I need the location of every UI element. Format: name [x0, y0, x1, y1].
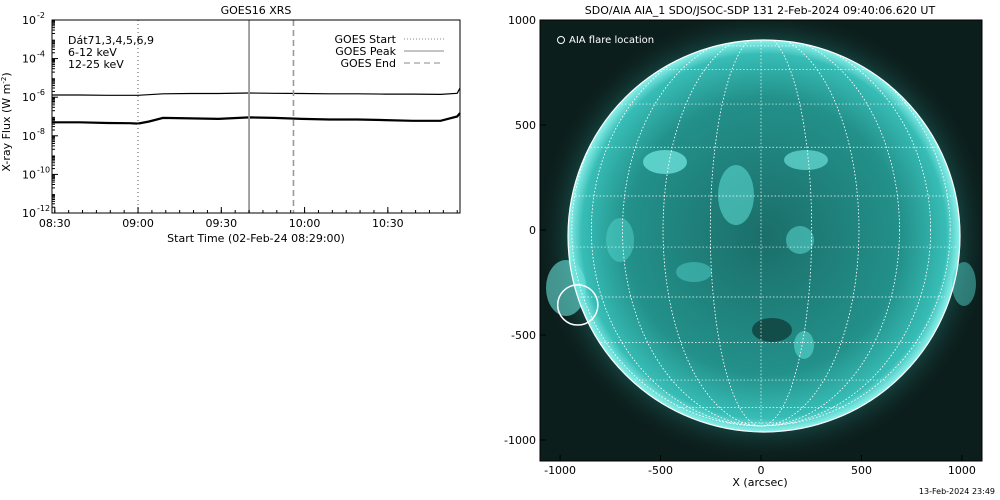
goes-x-tick-label: 08:30	[39, 217, 71, 230]
goes-y-tick-label: 10	[22, 168, 36, 181]
longitude-line	[662, 40, 860, 427]
goes-y-tick-label: 10	[22, 14, 36, 27]
coronal-hole	[752, 318, 792, 342]
legend-goes-end-label: GOES End	[340, 57, 396, 70]
goes-x-tick-label: 09:00	[122, 217, 154, 230]
aia-y-tick-label: 500	[515, 119, 536, 132]
goes-y-tick-label: 10	[22, 91, 36, 104]
aia-x-tick-label: -1000	[544, 464, 576, 477]
aia-image: AIA flare location	[540, 20, 982, 461]
goes-y-tick-exponent: -10	[37, 165, 50, 174]
goes-x-tick-label: 10:30	[372, 217, 404, 230]
active-region	[606, 218, 634, 262]
goes-traces	[52, 87, 461, 125]
legend-goes-start-label: GOES Start	[335, 33, 397, 46]
aia-x-tick-label: 500	[851, 464, 872, 477]
active-region	[794, 331, 814, 359]
solar-disk	[568, 40, 960, 432]
flare-legend-label: AIA flare location	[569, 35, 654, 46]
heliographic-grid	[568, 40, 957, 427]
goes-y-tick-exponent: -6	[37, 88, 45, 97]
goes-plot-frame	[51, 19, 461, 214]
aia-x-tick-label: -500	[648, 464, 673, 477]
goes-markers	[137, 20, 295, 213]
flare-location-marker	[556, 284, 599, 326]
aia-y-tick-label: 0	[529, 224, 536, 237]
solar-limb	[567, 39, 961, 433]
limb-brightening	[952, 262, 976, 306]
footer-timestamp: 13-Feb-2024 23:49	[919, 487, 995, 496]
goes-x-tick-label: 09:30	[205, 217, 237, 230]
active-region	[786, 226, 814, 254]
aia-x-tick-label: 0	[758, 464, 765, 477]
channel-label-2: 6-12 keV	[68, 46, 117, 59]
goes-y-tick-exponent: -4	[37, 50, 45, 59]
aia-y-tick-label: 1000	[508, 14, 536, 27]
goes-series-line	[52, 112, 461, 125]
channel-label-1: Dát71,3,4,5,6,9	[68, 34, 154, 47]
goes-y-tick-exponent: -8	[37, 127, 45, 136]
active-region	[784, 150, 828, 170]
longitude-line	[622, 40, 900, 427]
goes-x-tick-label: 10:00	[289, 217, 321, 230]
active-region	[643, 150, 687, 174]
active-region	[676, 262, 712, 282]
channel-labels: Dát71,3,4,5,6,9 6-12 keV 12-25 keV	[68, 34, 154, 71]
goes-y-tick-label: 10	[22, 53, 36, 66]
aia-x-axis-label: X (arcsec)	[732, 476, 787, 489]
goes-y-tick-label: 10	[22, 207, 36, 220]
goes-series-line	[52, 87, 461, 96]
goes-title: GOES16 XRS	[221, 4, 292, 17]
aia-y-tick-label: -1000	[504, 434, 536, 447]
flare-legend-icon	[557, 36, 565, 44]
goes-x-axis: 08:30 09:00 09:30 10:00 10:30	[39, 207, 458, 230]
active-regions	[606, 150, 828, 359]
legend-goes-peak-label: GOES Peak	[335, 45, 396, 58]
aia-y-tick-label: -500	[511, 329, 536, 342]
aia-title: SDO/AIA AIA_1 SDO/JSOC-SDP 131 2-Feb-202…	[585, 4, 936, 17]
longitude-line	[571, 40, 951, 427]
active-region	[718, 165, 754, 225]
aia-x-axis: -1000 -500 0 500 1000	[544, 455, 976, 477]
goes-legend: GOES Start GOES Peak GOES End	[335, 33, 444, 70]
goes-panel: GOES16 XRS 08:30 09:00 09:30 10:00 10:30 10-…	[0, 4, 461, 245]
goes-y-tick-exponent: -12	[37, 204, 50, 213]
goes-y-axis-label: X-ray Flux (W m-2)	[0, 72, 13, 171]
channel-label-3: 12-25 keV	[68, 58, 124, 71]
aia-y-axis: 1000 500 0 -500 -1000	[504, 14, 546, 447]
goes-y-tick-exponent: -2	[37, 11, 45, 20]
aia-panel: SDO/AIA AIA_1 SDO/JSOC-SDP 131 2-Feb-202…	[504, 4, 983, 489]
goes-y-tick-label: 10	[22, 130, 36, 143]
goes-x-axis-label: Start Time (02-Feb-24 08:29:00)	[167, 232, 345, 245]
aia-x-tick-label: 1000	[948, 464, 976, 477]
